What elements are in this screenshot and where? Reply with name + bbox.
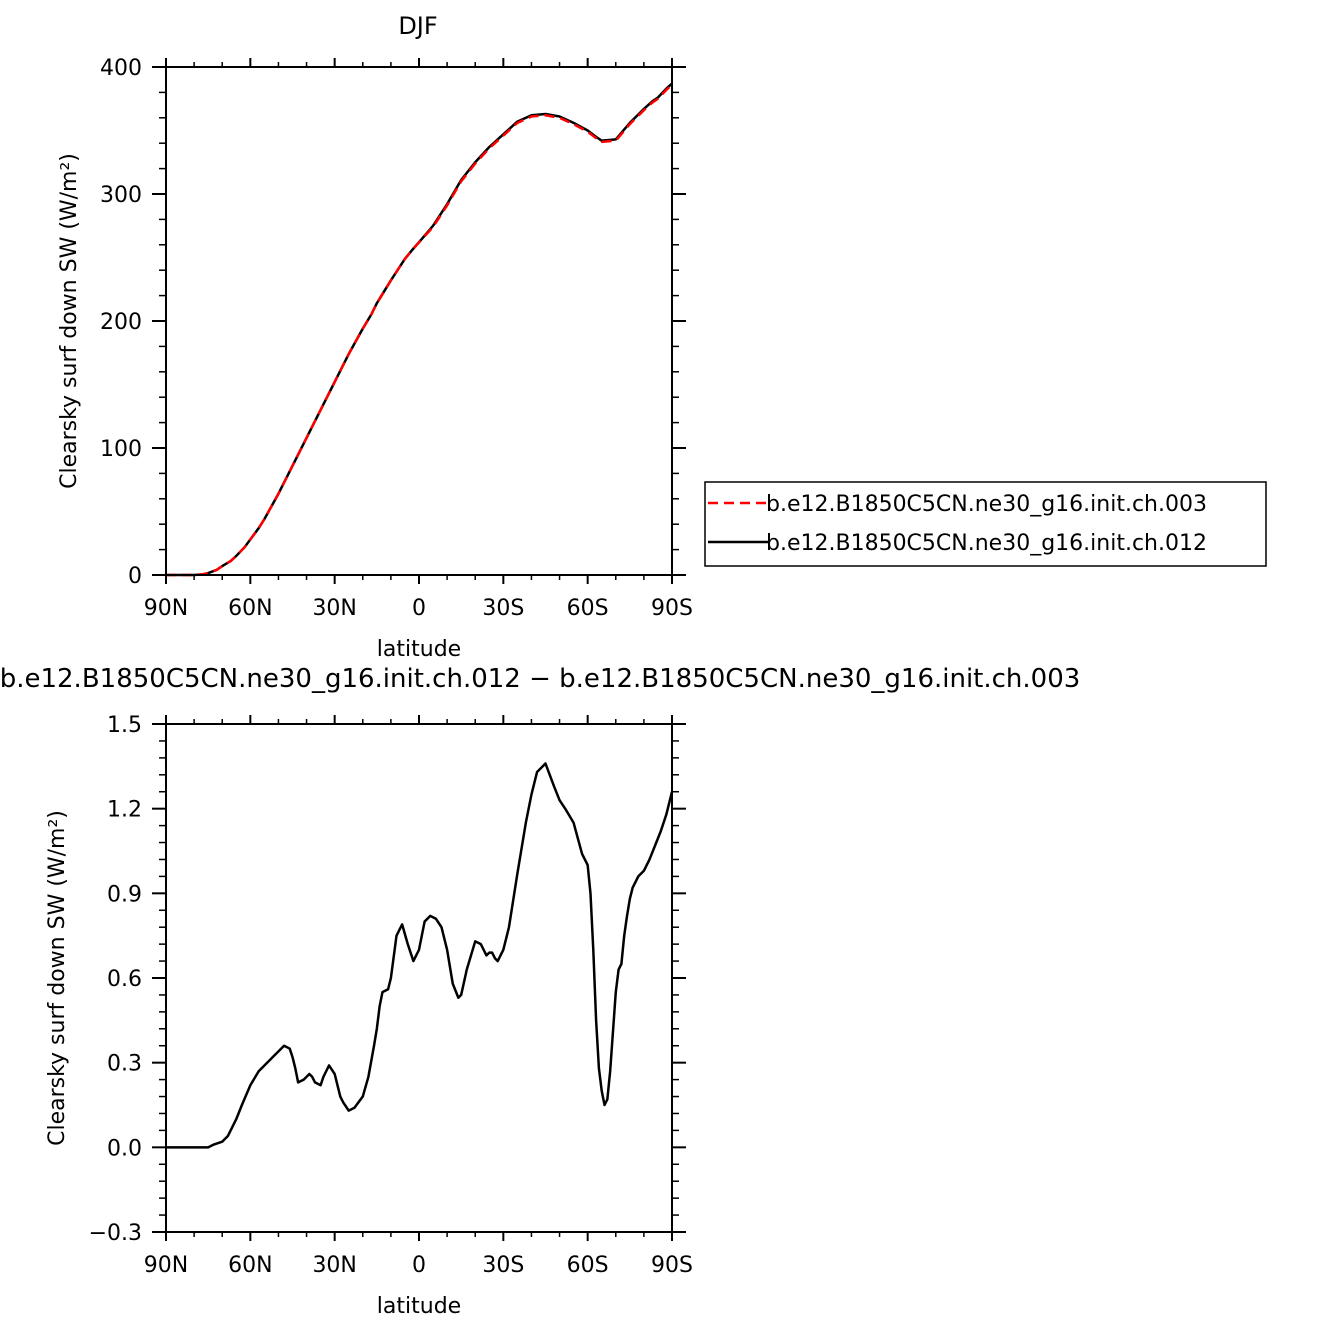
legend: b.e12.B1850C5CN.ne30_g16.init.ch.003 b.e…	[704, 481, 1267, 567]
bottom-y-tick-label: 0.9	[107, 882, 142, 907]
bottom-series-layer	[166, 762, 674, 1149]
legend-box	[704, 481, 1267, 567]
bottom-panel: b.e12.B1850C5CN.ne30_g16.init.ch.012 − b…	[0, 664, 1080, 1319]
bottom-y-axis-label: Clearsky surf down SW (W/m²)	[45, 810, 70, 1146]
bottom-y-tick-label: 0.0	[107, 1136, 142, 1161]
bottom-x-tick-label: 90N	[144, 1253, 188, 1278]
top-x-tick-label: 0	[412, 596, 426, 621]
bottom-x-tick-label: 0	[412, 1253, 426, 1278]
top-x-axis-label: latitude	[377, 637, 461, 662]
top-ticks: 90N 60N 30N 0 30S 60S 90S 0 100 200 300 400	[100, 56, 693, 621]
top-y-tick-label: 200	[100, 310, 142, 335]
top-series-line-0	[166, 83, 673, 577]
top-y-tick-label: 0	[128, 564, 142, 589]
bottom-x-tick-label: 60S	[567, 1253, 609, 1278]
bottom-ticks: 90N 60N 30N 0 30S 60S 90S −0.3 0.0 0.3 0.6 0.9 1.2 1.…	[89, 713, 693, 1278]
top-panel: DJF 90N 60N 30N 0 30S 60S 90S 0 100 200 300 400 lat…	[57, 12, 693, 662]
top-x-tick-label: 90S	[651, 596, 693, 621]
bottom-y-tick-label: 0.6	[107, 967, 142, 992]
top-x-tick-label: 60N	[228, 596, 272, 621]
bottom-y-tick-label: 1.5	[107, 713, 142, 738]
top-y-tick-label: 100	[100, 437, 142, 462]
bottom-series-line-0	[166, 762, 674, 1149]
top-y-tick-label: 300	[100, 183, 142, 208]
top-y-axis-label: Clearsky surf down SW (W/m²)	[57, 153, 82, 489]
bottom-x-axis-label: latitude	[377, 1294, 461, 1319]
legend-label-series-003: b.e12.B1850C5CN.ne30_g16.init.ch.003	[766, 492, 1207, 517]
bottom-x-tick-label: 30N	[312, 1253, 356, 1278]
top-x-tick-label: 90N	[144, 596, 188, 621]
bottom-x-tick-label: 30S	[482, 1253, 524, 1278]
top-x-tick-label: 30N	[312, 596, 356, 621]
bottom-y-tick-label: 0.3	[107, 1052, 142, 1077]
bottom-y-tick-label: −0.3	[89, 1221, 142, 1246]
top-x-tick-label: 60S	[567, 596, 609, 621]
bottom-plot-frame	[165, 723, 673, 1233]
bottom-x-tick-label: 90S	[651, 1253, 693, 1278]
top-y-tick-label: 400	[100, 56, 142, 81]
top-series-line-1	[166, 82, 673, 577]
top-series-layer	[166, 82, 673, 577]
top-chart-title: DJF	[398, 12, 437, 40]
legend-label-series-012: b.e12.B1850C5CN.ne30_g16.init.ch.012	[766, 531, 1207, 556]
top-x-tick-label: 30S	[482, 596, 524, 621]
bottom-y-tick-label: 1.2	[107, 798, 142, 823]
top-plot-frame	[165, 66, 673, 576]
bottom-x-tick-label: 60N	[228, 1253, 272, 1278]
bottom-chart-title: b.e12.B1850C5CN.ne30_g16.init.ch.012 − b…	[0, 664, 1080, 694]
